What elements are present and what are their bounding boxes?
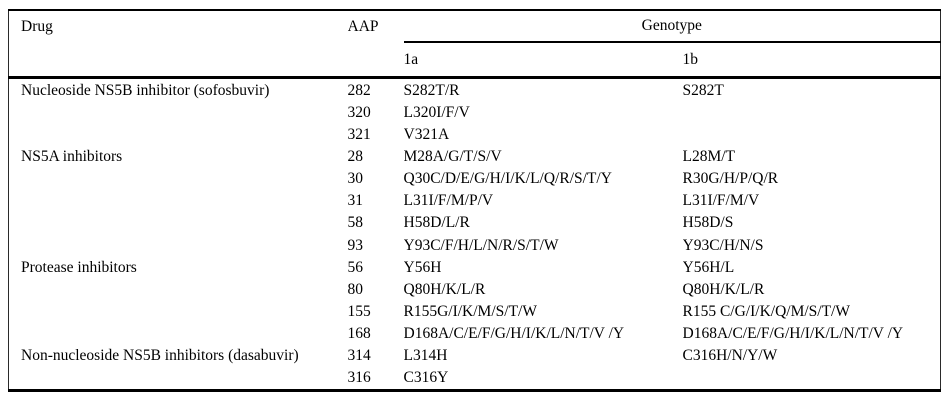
genotype-1a-cell: C316Y: [403, 369, 449, 387]
drug-cell: Nucleoside NS5B inhibitor (sofosbuvir): [21, 81, 270, 99]
aap-cell: 30: [347, 170, 364, 188]
drug-cell: Non-nucleoside NS5B inhibitors (dasabuvi…: [21, 347, 299, 365]
drug-column-header: Drug: [21, 17, 53, 35]
table-row: 168 D168A/C/E/F/G/H/I/K/L/N/T/V /Y D168A…: [9, 323, 941, 345]
aap-cell: 56: [347, 258, 364, 276]
table-row: 155 R155G/I/K/M/S/T/W R155 C/G/I/K/Q/M/S…: [9, 300, 941, 322]
genotype-1a-cell: D168A/C/E/F/G/H/I/K/L/N/T/V /Y: [403, 325, 625, 343]
genotype-1b-cell: Y56H/L: [682, 258, 735, 276]
genotype-1a-cell: Q30C/D/E/G/H/I/K/L/Q/R/S/T/Y: [403, 170, 612, 188]
genotype-1a-header: 1a: [403, 42, 683, 79]
aap-cell: 321: [347, 125, 371, 143]
drug-cell: [9, 168, 348, 190]
drug-cell: [9, 323, 348, 345]
drug-cell: [9, 300, 348, 322]
genotype-1a-cell: L31I/F/M/P/V: [403, 192, 494, 210]
aap-cell: 28: [347, 147, 364, 165]
genotype-1b-cell: S282T: [682, 81, 724, 99]
drug-cell: Protease inhibitors: [21, 258, 137, 276]
table-row: 321 V321A: [9, 123, 941, 145]
genotype-1b-cell: D168A/C/E/F/G/H/I/K/L/N/T/V /Y: [682, 325, 904, 343]
genotype-1b-cell: R30G/H/P/Q/R: [682, 170, 779, 188]
genotype-1b-cell: R155 C/G/I/K/Q/M/S/T/W: [682, 302, 851, 320]
empty-header-cell: [8, 42, 348, 79]
table-row: NS5A inhibitors 28 M28A/G/T/S/V L28M/T: [9, 145, 941, 167]
aap-column-header: AAP: [347, 17, 379, 35]
resistance-table: Drug AAP Genotype 1a 1b Nucleoside NS5B …: [8, 9, 942, 392]
table-row: 316 C316Y: [9, 367, 941, 391]
table-row: Protease inhibitors 56 Y56H Y56H/L: [9, 256, 941, 278]
genotype-1a-cell: R155G/I/K/M/S/T/W: [403, 302, 537, 320]
aap-cell: 282: [347, 81, 371, 99]
genotype-1b-header: 1b: [682, 42, 941, 79]
genotype-1b-cell: H58D/S: [682, 214, 734, 232]
aap-cell: 31: [347, 192, 364, 210]
genotype-1b-cell: [683, 123, 941, 145]
table-row: Non-nucleoside NS5B inhibitors (dasabuvi…: [9, 345, 941, 367]
aap-cell: 155: [347, 302, 371, 320]
aap-cell: 316: [347, 369, 371, 387]
genotype-1a-cell: Y93C/F/H/L/N/R/S/T/W: [403, 236, 559, 254]
table-row: 320 L320I/F/V: [9, 101, 941, 123]
drug-cell: [9, 234, 348, 256]
table-body: Nucleoside NS5B inhibitor (sofosbuvir) 2…: [9, 78, 941, 391]
genotype-column-header: Genotype: [403, 10, 941, 43]
table-row: 30 Q30C/D/E/G/H/I/K/L/Q/R/S/T/Y R30G/H/P…: [9, 168, 941, 190]
drug-cell: [9, 367, 348, 391]
aap-cell: 168: [347, 325, 371, 343]
genotype-1a-cell: S282T/R: [403, 81, 460, 99]
genotype-1a-cell: V321A: [403, 125, 450, 143]
drug-cell: [9, 278, 348, 300]
drug-cell: [9, 190, 348, 212]
genotype-1a-cell: Y56H: [403, 258, 442, 276]
table-row: Nucleoside NS5B inhibitor (sofosbuvir) 2…: [9, 78, 941, 102]
genotype-1b-cell: [683, 367, 941, 391]
genotype-1a-cell: L320I/F/V: [403, 103, 470, 121]
aap-cell: 320: [347, 103, 371, 121]
empty-header-cell: [347, 42, 404, 79]
genotype-1b-cell: Y93C/H/N/S: [682, 236, 764, 254]
genotype-1a-cell: H58D/L/R: [403, 214, 470, 232]
genotype-1a-cell: L314H: [403, 347, 448, 365]
genotype-1a-cell: Q80H/K/L/R: [403, 280, 486, 298]
table-row: 31 L31I/F/M/P/V L31I/F/M/V: [9, 190, 941, 212]
table-header: Drug AAP Genotype 1a 1b: [8, 10, 941, 79]
table-row: 58 H58D/L/R H58D/S: [9, 212, 941, 234]
genotype-1a-cell: M28A/G/T/S/V: [403, 147, 502, 165]
aap-cell: 314: [347, 347, 371, 365]
genotype-1b-cell: L31I/F/M/V: [682, 192, 760, 210]
drug-cell: [9, 123, 348, 145]
drug-cell: NS5A inhibitors: [21, 147, 123, 165]
table-row: 80 Q80H/K/L/R Q80H/K/L/R: [9, 278, 941, 300]
table-row: 93 Y93C/F/H/L/N/R/S/T/W Y93C/H/N/S: [9, 234, 941, 256]
genotype-1b-cell: Q80H/K/L/R: [682, 280, 765, 298]
genotype-1b-cell: L28M/T: [682, 147, 736, 165]
header-row-1: Drug AAP Genotype: [9, 10, 941, 43]
genotype-1b-cell: C316H/N/Y/W: [682, 347, 778, 365]
genotype-1b-cell: [683, 101, 941, 123]
aap-cell: 80: [347, 280, 364, 298]
header-row-2: 1a 1b: [8, 42, 941, 79]
drug-genotype-table: Drug AAP Genotype 1a 1b Nucleoside NS5B …: [8, 9, 942, 392]
drug-cell: [9, 212, 348, 234]
drug-cell: [9, 101, 348, 123]
aap-cell: 58: [347, 214, 364, 232]
aap-cell: 93: [347, 236, 364, 254]
